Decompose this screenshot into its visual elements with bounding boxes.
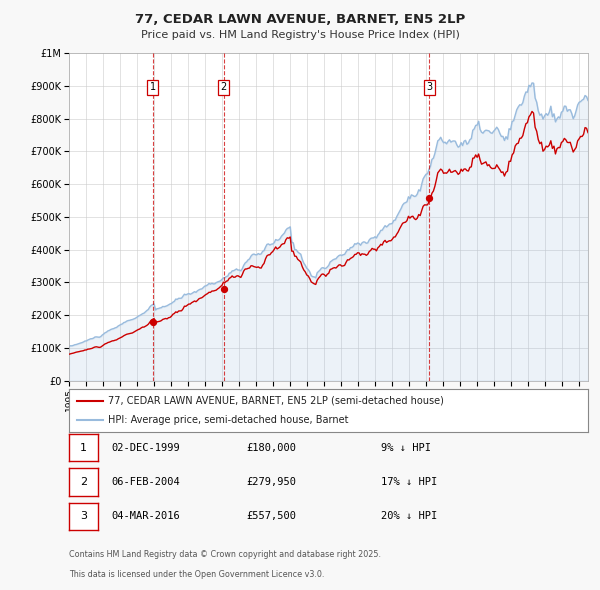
Text: 04-MAR-2016: 04-MAR-2016 — [111, 512, 180, 521]
Text: 77, CEDAR LAWN AVENUE, BARNET, EN5 2LP: 77, CEDAR LAWN AVENUE, BARNET, EN5 2LP — [135, 13, 465, 26]
Text: 3: 3 — [80, 512, 87, 521]
Text: 20% ↓ HPI: 20% ↓ HPI — [381, 512, 437, 521]
Text: Contains HM Land Registry data © Crown copyright and database right 2025.: Contains HM Land Registry data © Crown c… — [69, 550, 381, 559]
Text: 9% ↓ HPI: 9% ↓ HPI — [381, 443, 431, 453]
Text: 1: 1 — [80, 443, 87, 453]
Point — [219, 284, 229, 294]
Text: 02-DEC-1999: 02-DEC-1999 — [111, 443, 180, 453]
Point — [148, 317, 158, 326]
Point — [424, 194, 434, 203]
Text: 1: 1 — [149, 83, 156, 93]
Text: £180,000: £180,000 — [246, 443, 296, 453]
Text: 2: 2 — [221, 83, 227, 93]
Text: £279,950: £279,950 — [246, 477, 296, 487]
Text: HPI: Average price, semi-detached house, Barnet: HPI: Average price, semi-detached house,… — [108, 415, 349, 425]
Text: 06-FEB-2004: 06-FEB-2004 — [111, 477, 180, 487]
Text: 17% ↓ HPI: 17% ↓ HPI — [381, 477, 437, 487]
Text: 77, CEDAR LAWN AVENUE, BARNET, EN5 2LP (semi-detached house): 77, CEDAR LAWN AVENUE, BARNET, EN5 2LP (… — [108, 396, 444, 406]
Text: Price paid vs. HM Land Registry's House Price Index (HPI): Price paid vs. HM Land Registry's House … — [140, 30, 460, 40]
Text: 3: 3 — [426, 83, 432, 93]
Text: 2: 2 — [80, 477, 87, 487]
Text: £557,500: £557,500 — [246, 512, 296, 521]
Text: This data is licensed under the Open Government Licence v3.0.: This data is licensed under the Open Gov… — [69, 571, 325, 579]
